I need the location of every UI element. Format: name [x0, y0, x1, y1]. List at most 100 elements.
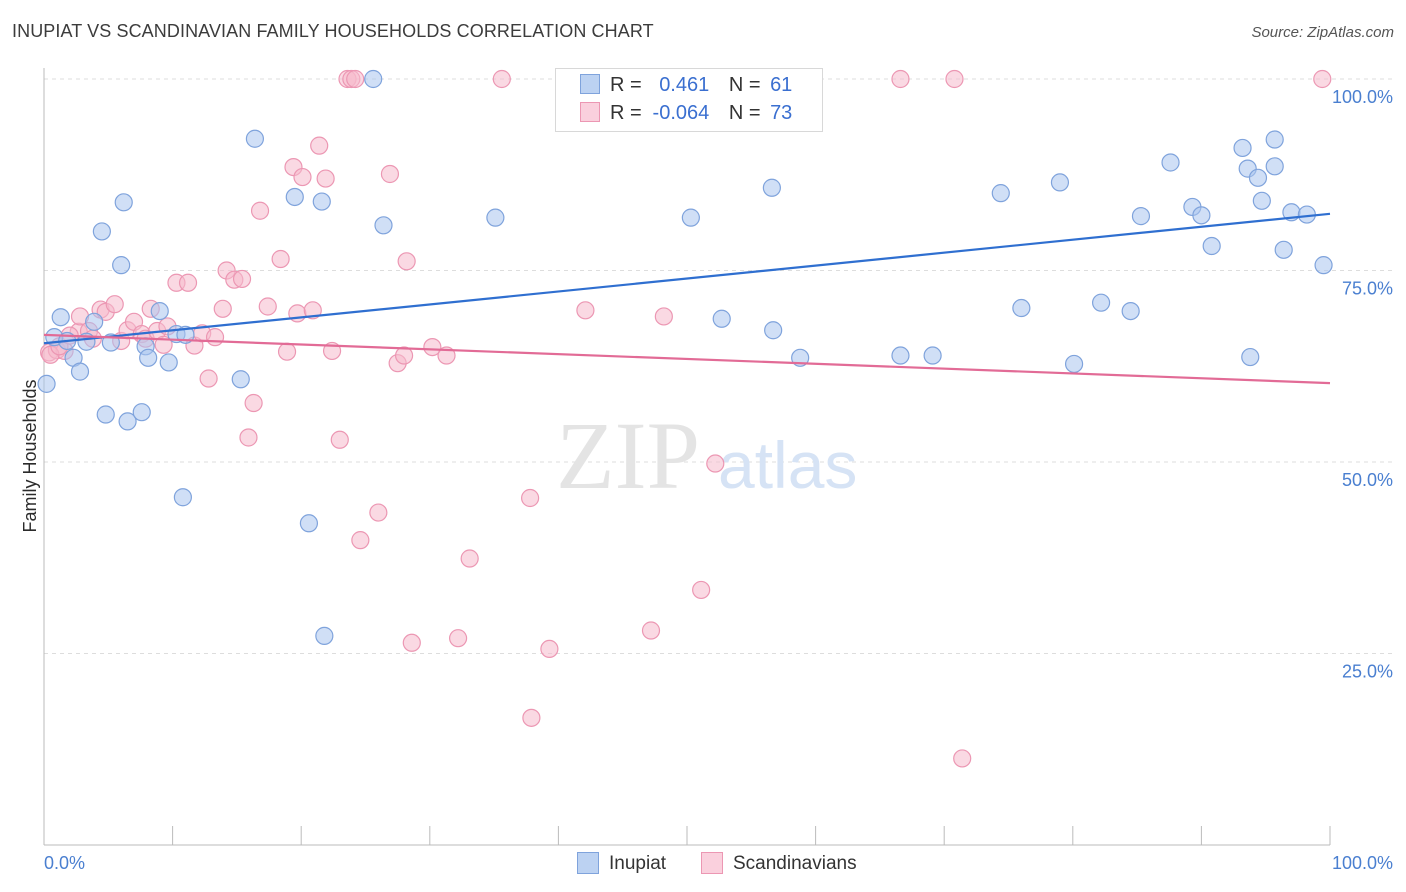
scandinavians-point [351, 531, 370, 550]
inupiat-point [1265, 130, 1284, 149]
inupiat-point [1131, 207, 1151, 226]
scandinavians-point [394, 346, 414, 365]
scandinavians-points [40, 69, 1332, 768]
legend-item-inupiat[interactable]: Inupiat [577, 852, 666, 875]
inupiat-trend-line [43, 212, 1331, 345]
inupiat-point [991, 184, 1010, 203]
scandinavians-point [1313, 69, 1332, 89]
inupiat-point [1248, 168, 1268, 187]
inupiat-point [1192, 206, 1211, 225]
inupiat-point [96, 405, 115, 424]
scandinavians-r-value: -0.064 [652, 102, 710, 124]
stats-legend: R = 0.461 N = 61 R = -0.064 N = 73 [555, 68, 823, 132]
inupiat-point [1121, 301, 1140, 321]
inupiat-point [1314, 256, 1333, 275]
scandinavians-point [205, 328, 225, 347]
y-tick-label: 100.0% [1332, 87, 1393, 107]
inupiat-n-value: 61 [770, 74, 793, 96]
scandinavians-trend-line [43, 333, 1331, 385]
inupiat-point [70, 362, 90, 381]
inupiat-point [312, 192, 331, 211]
inupiat-point [1274, 240, 1293, 259]
inupiat-point [374, 216, 393, 235]
inupiat-point [923, 346, 942, 365]
inupiat-point [1064, 354, 1084, 374]
inupiat-point [1091, 293, 1111, 312]
inupiat-swatch [577, 852, 599, 874]
inupiat-point [1252, 191, 1271, 210]
inupiat-point [85, 312, 104, 331]
r-label: R = [610, 74, 642, 96]
scandinavians-point [310, 136, 329, 155]
scandinavians-point [402, 633, 421, 652]
scandinavians-point [258, 297, 277, 316]
x-tick-label: 100.0% [1332, 853, 1393, 873]
scandinavians-point [380, 164, 400, 184]
scandinavians-point [692, 580, 711, 600]
scandinavians-point [239, 428, 258, 447]
inupiat-point [762, 178, 781, 197]
scandinavians-point [460, 549, 479, 568]
inupiat-point [1265, 157, 1284, 176]
scandinavians-point [576, 301, 595, 320]
scandinavians-point [105, 295, 124, 314]
scandinavians-n-value: 73 [770, 102, 793, 124]
scandinavians-point [199, 369, 218, 388]
inupiat-point [299, 514, 319, 533]
inupiat-point [681, 208, 700, 227]
scandinavians-point [641, 621, 661, 640]
inupiat-point [51, 308, 70, 327]
scandinavians-point [492, 69, 511, 89]
inupiat-point [764, 321, 783, 340]
source-label: Source: ZipAtlas.com [1251, 24, 1394, 41]
scandinavians-point [706, 454, 725, 473]
scandinavians-swatch [580, 102, 600, 122]
y-tick-label: 25.0% [1342, 662, 1393, 682]
y-tick-label: 50.0% [1342, 470, 1393, 490]
grid-lines [44, 78, 1392, 654]
trend-lines [43, 212, 1331, 385]
inupiat-point [112, 256, 131, 275]
n-label: N = [728, 102, 761, 124]
scandinavians-point [522, 708, 541, 727]
inupiat-swatch [580, 74, 600, 94]
y-tick-label: 75.0% [1342, 279, 1393, 299]
scandinavians-point [654, 307, 673, 326]
watermark-atlas: atlas [718, 428, 857, 502]
inupiat-point [1012, 298, 1031, 318]
legend-row-scandinavians: R = -0.064 N = 73 [580, 102, 792, 128]
scandinavians-point [244, 393, 263, 413]
scandinavians-point [232, 269, 252, 289]
watermark: ZIP atlas [556, 402, 857, 509]
inupiat-point [315, 626, 334, 645]
tick-labels: 25.0% 50.0% 75.0% 100.0% 0.0% 100.0% [44, 87, 1393, 873]
inupiat-point [1050, 173, 1070, 192]
scandinavians-point [293, 167, 312, 187]
inupiat-point [364, 69, 383, 89]
inupiat-points [37, 69, 1333, 645]
scandinavians-point [250, 201, 270, 220]
inupiat-point [139, 348, 158, 367]
scandinavians-point [316, 169, 335, 188]
inupiat-point [159, 353, 178, 372]
inupiat-point [1233, 138, 1252, 158]
watermark-zip: ZIP [556, 402, 700, 509]
scandinavians-point [448, 629, 468, 648]
inupiat-point [132, 403, 151, 422]
inupiat-point [1202, 236, 1221, 256]
inupiat-point [231, 370, 250, 389]
legend-item-scandinavians[interactable]: Scandinavians [701, 852, 857, 875]
inupiat-r-value: 0.461 [659, 74, 710, 96]
axes [43, 68, 1331, 846]
inupiat-point [1161, 153, 1180, 172]
n-label: N = [728, 74, 761, 96]
scandinavians-point [891, 69, 910, 89]
scandinavians-point [540, 639, 559, 659]
scandinavians-point [346, 69, 365, 89]
inupiat-point [118, 412, 137, 431]
scandinavians-point [521, 488, 540, 508]
chart-title: INUPIAT VS SCANDINAVIAN FAMILY HOUSEHOLD… [12, 21, 654, 41]
scandinavians-point [271, 249, 290, 269]
scandinavians-point [953, 749, 972, 768]
x-tick-label: 0.0% [44, 853, 85, 873]
